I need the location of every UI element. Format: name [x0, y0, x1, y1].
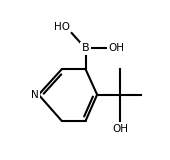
- Text: OH: OH: [108, 44, 124, 53]
- Text: B: B: [82, 44, 89, 53]
- Text: HO: HO: [54, 21, 70, 32]
- Text: OH: OH: [112, 124, 128, 134]
- Text: N: N: [31, 90, 39, 100]
